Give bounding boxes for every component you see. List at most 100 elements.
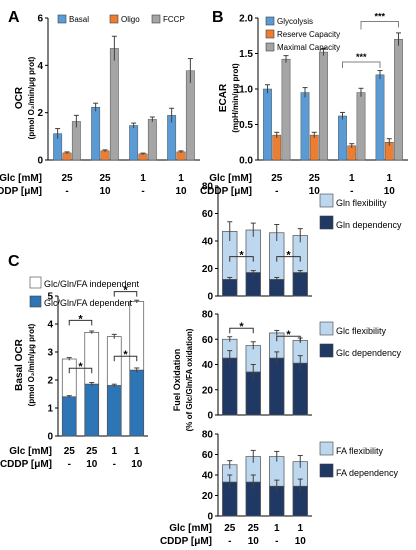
panel-b-sig-label: *** — [356, 52, 367, 62]
panel-c-cddp-value: - — [68, 459, 71, 470]
panel-b-legend-label: Maximal Capacity — [277, 43, 340, 52]
panel-b-bar — [263, 88, 272, 161]
fuel-cddp-value: - — [275, 536, 278, 547]
panel-a-bar — [109, 48, 119, 161]
panel-b-bar — [300, 92, 310, 161]
panel-c-legend-swatch — [29, 295, 42, 308]
panel-letter-b: B — [212, 9, 224, 26]
panel-c-cddp-value: 10 — [86, 459, 98, 470]
panel-a-glc-row-label: Glc [mM] — [0, 173, 42, 184]
panel-c-legend-label: Glc/Gln/FA independent — [44, 279, 140, 289]
panel-a-legend-swatch — [109, 14, 119, 24]
panel-b-legend-label: Glycolysis — [277, 17, 313, 26]
panel-a-ylabel: OCR — [14, 86, 25, 109]
fuel-glc-sig-bracket — [276, 335, 301, 342]
panel-b-glc-value: 1 — [349, 173, 355, 184]
fuel-cddp-value: 10 — [295, 536, 307, 547]
fuel-glc-sig-label: * — [239, 321, 244, 333]
fuel-fa-ytick-label: 60 — [202, 450, 214, 461]
fuel-fa-chart: 0 20 40 60 80 FA flexibility FA dependency Glc … — [160, 430, 399, 548]
fuel-glc-bar-bottom — [269, 357, 285, 416]
fuel-glc-chart: 0 20 40 60 80 Glc flexibility Glc dependency * * — [202, 310, 402, 422]
fuel-glc-legend-label: Glc dependency — [336, 348, 402, 358]
panel-c-bar-bottom — [129, 369, 145, 437]
fuel-glc-bar-bottom — [292, 362, 308, 416]
panel-b-bar — [356, 92, 366, 161]
fuel-cddp-value: - — [228, 536, 231, 547]
panel-c-cddp-value: 10 — [131, 459, 143, 470]
fuel-glc-legend-label: Glc flexibility — [336, 326, 387, 336]
panel-b-ytick-label: 2.0 — [239, 14, 253, 25]
panel-b-glc-value: 25 — [271, 173, 283, 184]
panel-a-bar — [91, 107, 101, 161]
fuel-fa-legend-swatch — [319, 441, 334, 456]
panel-b-bar — [375, 74, 385, 161]
panel-c-ytick-label: 2 — [47, 376, 53, 387]
panel-a-cddp-value: 10 — [99, 186, 111, 197]
panel-b-bar — [281, 58, 291, 161]
fuel-ylabel: Fuel Oxidation — [172, 349, 182, 412]
fuel-gln-sig-label: * — [239, 250, 244, 262]
fuel-glc-ytick-label: 40 — [202, 360, 214, 371]
panel-c-sig-bracket — [68, 367, 93, 374]
panel-b-legend-label: Reserve Capacity — [277, 30, 340, 39]
fuel-gln-legend-swatch — [319, 193, 334, 208]
panel-a-cddp-value: 10 — [175, 186, 187, 197]
panel-c-ytick-label: 1 — [47, 404, 53, 415]
fuel-ylabel-units: (% of Glc/Gln/FA oxidation) — [185, 328, 194, 431]
panel-a-glc-value: 25 — [99, 173, 111, 184]
panel-a-ylabel-units: (pmol O₂/min/μg prot) — [27, 56, 36, 139]
panel-c-legend-swatch — [29, 276, 42, 289]
panel-c-glc-value: 25 — [64, 446, 76, 457]
panel-a-cddp-row-label: CDDP [μM] — [0, 186, 42, 197]
fuel-glc-legend-swatch — [319, 321, 334, 336]
panel-a-legend-label: FCCP — [163, 15, 185, 24]
panel-b-ytick-label: 1.0 — [239, 85, 253, 96]
panel-a-glc-value: 1 — [140, 173, 146, 184]
fuel-gln-legend-label: Gln flexibility — [336, 198, 387, 208]
panel-a-glc-value: 1 — [178, 173, 184, 184]
panel-c-ytick-label: 3 — [47, 348, 53, 359]
fuel-gln-sig-bracket — [276, 256, 301, 262]
panel-c-ylabel-units: (pmol O₂/min/μg prot) — [27, 323, 36, 406]
panel-c-ytick-label: 0 — [47, 432, 53, 443]
fuel-glc-ytick-label: 60 — [202, 335, 214, 346]
fuel-glc-ytick-label: 80 — [202, 310, 214, 321]
fuel-gln-ytick-label: 0 — [207, 292, 213, 303]
panel-c-bar-bottom — [106, 385, 122, 437]
panel-a-bar — [138, 153, 148, 161]
fuel-glc-bar-bottom — [222, 357, 238, 416]
panel-a-ytick-label: 6 — [37, 14, 43, 25]
panel-b-bar — [272, 134, 282, 161]
fuel-gln-ytick-label: 40 — [202, 237, 214, 248]
fuel-glc-ytick-label: 20 — [202, 385, 214, 396]
panel-a-legend-label: Oligo — [121, 15, 140, 24]
panel-a-ytick-label: 0 — [37, 156, 43, 167]
fuel-fa-ytick-label: 40 — [202, 471, 214, 482]
panel-b-bar — [338, 115, 347, 161]
panel-c-sig-label: * — [123, 349, 128, 361]
panel-b-ytick-label: 0.5 — [239, 120, 253, 131]
panel-b-legend-swatch — [265, 42, 275, 52]
fuel-gln-sig-bracket — [229, 256, 254, 262]
panel-b-sig-bracket — [360, 21, 399, 30]
fuel-glc-ytick-label: 0 — [207, 411, 213, 422]
fuel-gln-sig-label: * — [286, 250, 291, 262]
panel-c-ytick-label: 5 — [47, 292, 53, 303]
panel-b-ytick-label: 1.5 — [239, 49, 253, 60]
fuel-gln-bar-bottom — [269, 279, 285, 297]
panel-b-cddp-value: 10 — [309, 186, 321, 197]
panel-c-cddp-value: - — [113, 459, 116, 470]
panel-b-ylabel: ECAR — [218, 83, 229, 112]
panel-a-bar — [147, 119, 157, 161]
fuel-cddp-value: 10 — [248, 536, 260, 547]
panel-a-cddp-value: - — [65, 186, 68, 197]
panel-a-chart: 0 2 4 6 Basal Oligo FCCP Glc [mM] CDDP [μM] 25 - 25… — [0, 14, 200, 197]
fuel-glc-value: 25 — [248, 523, 260, 534]
fuel-gln-ytick-label: 20 — [202, 264, 214, 275]
fuel-glc-legend-swatch — [319, 343, 334, 358]
fuel-fa-legend-label: FA dependency — [336, 468, 399, 478]
panel-b-bar — [319, 51, 328, 161]
fuel-fa-ytick-label: 20 — [202, 491, 214, 502]
